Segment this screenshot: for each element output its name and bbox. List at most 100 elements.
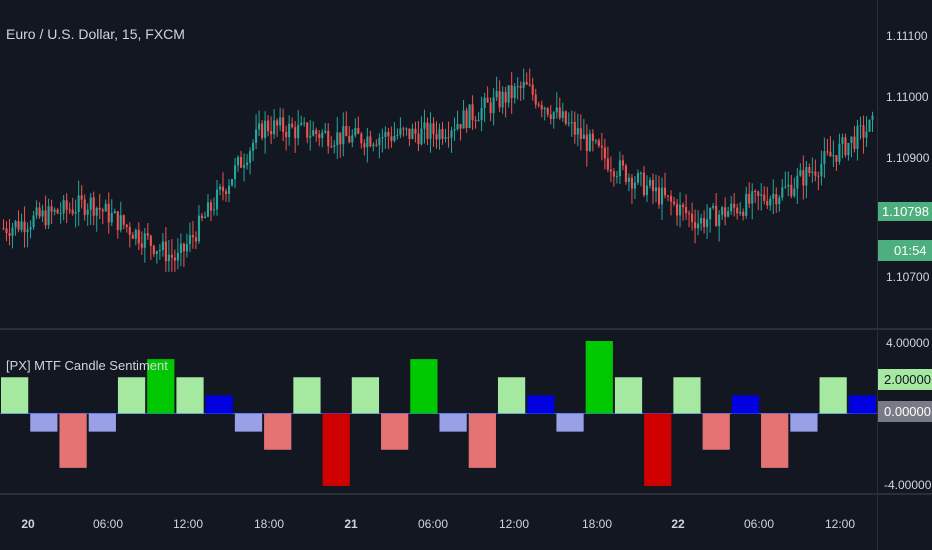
candle-body [83,199,86,215]
candle-body [504,91,507,103]
candle-body [465,110,468,128]
candle-body [510,85,513,99]
candle-body [585,134,588,151]
candle-body [333,145,336,147]
candle-body [429,123,432,139]
candle-body [468,104,471,128]
candle-body [576,128,579,135]
candle-body [856,125,859,149]
candle-body [396,134,399,137]
candle-body [712,205,715,208]
candle-body [757,191,760,196]
candle-body [206,202,210,217]
candle-body [531,84,534,95]
candle-body [727,211,730,217]
candle-body [748,193,751,204]
sentiment-bar [147,359,175,414]
sentiment-bar [468,413,496,468]
candle-body [591,133,594,141]
candle-body [285,131,288,138]
candle-body [218,186,222,190]
candle-body [600,145,603,148]
candle-body [570,122,573,124]
candle-body [760,194,763,196]
candle-body [170,254,173,258]
candle-body [279,117,282,126]
indicator-pane[interactable]: [PX] MTF Candle Sentiment [0,331,877,493]
candle-body [679,204,682,216]
candle-body [480,107,483,121]
time-axis-label: 06:00 [417,517,449,531]
candle-body [276,120,279,126]
price-chart-pane[interactable]: Euro / U.S. Dollar, 15, FXCM [0,0,877,328]
candle-body [736,207,739,214]
sentiment-bar [673,377,701,414]
candle-body [850,136,853,144]
candle-body [730,203,733,212]
candle-body [68,209,71,211]
candle-body [802,170,805,186]
candle-body [447,137,450,139]
time-axis-label: 06:00 [743,517,775,531]
sentiment-bar [322,413,350,486]
time-axis-separator [0,493,932,495]
candle-body [715,205,718,227]
candle-body [847,143,850,156]
candle-body [29,227,32,230]
candlestick-chart[interactable] [0,0,877,328]
candle-body [540,105,543,110]
symbol-title[interactable]: Euro / U.S. Dollar, 15, FXCM [6,26,185,42]
candle-body [246,162,249,166]
candle-body [405,128,408,130]
candle-body [176,252,179,261]
candle-body [243,165,246,168]
candle-body [826,151,829,153]
candle-body [444,137,447,139]
candle-body [669,195,673,202]
candle-body [128,226,131,235]
indicator-title[interactable]: [PX] MTF Candle Sentiment [6,358,168,373]
indicator-axis-label: -4.00000 [884,478,932,492]
candle-body [618,160,621,176]
candle-body [682,204,685,208]
candle-body [522,82,525,88]
candle-body [303,122,306,124]
candle-body [817,175,820,177]
candle-body [582,134,585,139]
candle-body [694,222,697,229]
candle-body [823,151,826,164]
candle-body [483,97,486,108]
candle-body [432,123,435,135]
candle-body [832,155,835,157]
candle-body [477,120,480,122]
candle-body [417,133,420,145]
candle-body [8,233,11,236]
sentiment-bar [30,413,58,432]
candle-body [104,203,107,212]
candle-body [47,206,50,226]
sentiment-bar [205,395,233,414]
candle-body [751,191,754,204]
time-axis-label: 18:00 [581,517,613,531]
candle-body [534,94,537,105]
candle-body [261,123,264,139]
candle-body [621,160,624,166]
pane-separator[interactable] [0,328,932,330]
sentiment-bar [293,377,321,414]
candle-body [330,146,333,148]
sentiment-bar [497,377,526,414]
candle-body [739,211,742,214]
candle-body [26,229,29,233]
sentiment-bar [761,413,789,468]
candle-body [697,223,700,229]
candle-body [549,114,552,120]
candle-body [62,200,65,214]
sentiment-bar [731,395,760,414]
candle-body [612,171,615,177]
candle-body [188,235,191,245]
sentiment-bar [59,413,87,468]
candle-body [41,210,44,217]
candle-body [197,215,201,242]
sentiment-histogram[interactable] [0,331,877,493]
candle-body [252,142,255,151]
